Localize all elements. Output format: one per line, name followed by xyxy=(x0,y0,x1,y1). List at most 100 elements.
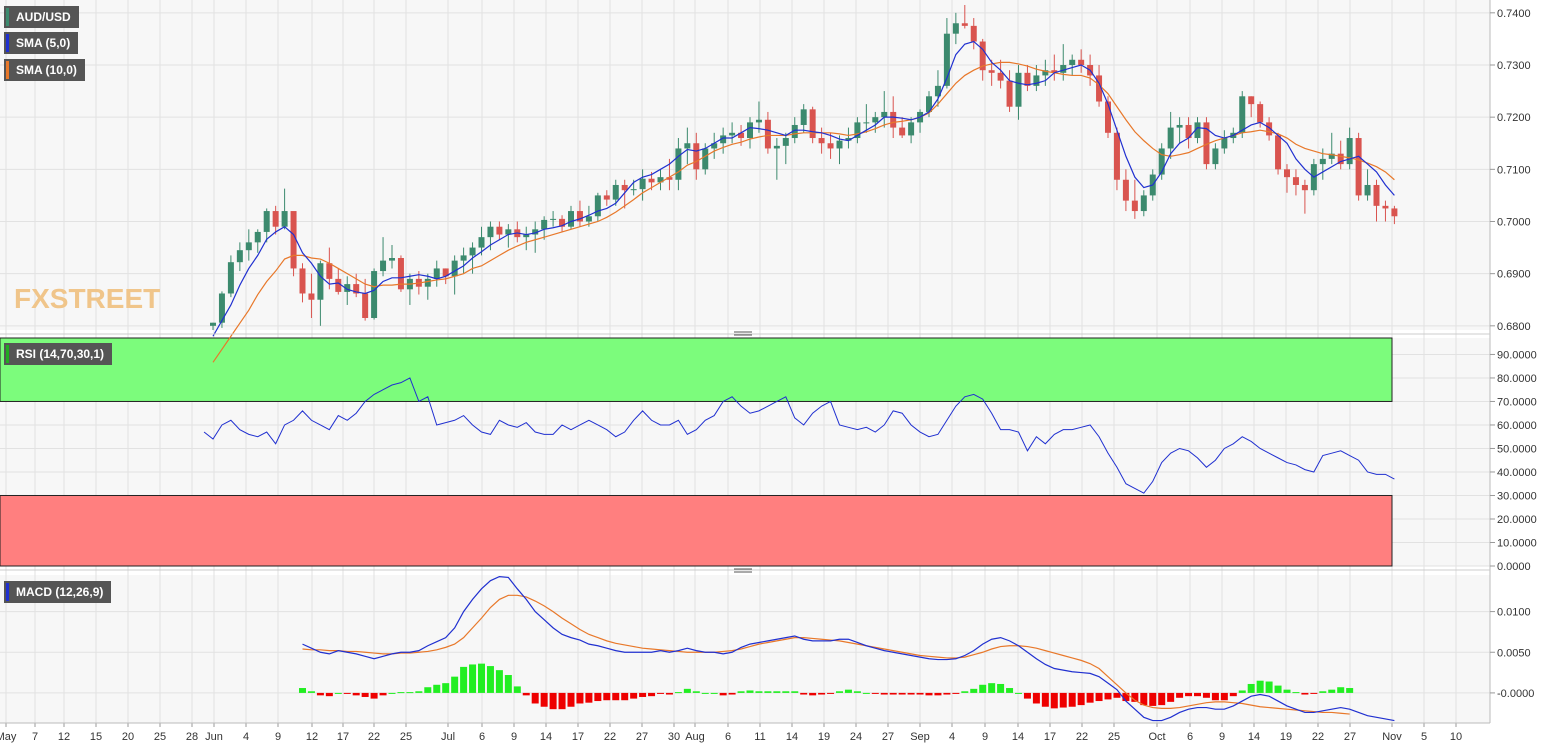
macd-histogram-bar xyxy=(844,689,852,693)
candle-body xyxy=(764,119,771,149)
macd-histogram-bar xyxy=(1229,692,1237,697)
macd-histogram-bar xyxy=(1023,692,1031,699)
candle-body xyxy=(809,109,816,139)
sma10-line xyxy=(212,61,1395,363)
legend-rsi[interactable]: RSI (14,70,30,1) xyxy=(4,343,113,365)
candle-body xyxy=(344,284,351,292)
macd-histogram-bar xyxy=(1176,692,1184,698)
macd-histogram-bar xyxy=(299,688,306,693)
candle-body xyxy=(899,127,906,136)
legend-macd[interactable]: MACD (12,26,9) xyxy=(4,581,112,603)
candle-body xyxy=(1221,138,1228,149)
candle-body xyxy=(988,70,995,73)
x-tick-label: 19 xyxy=(818,731,830,743)
candle-body xyxy=(1194,122,1201,139)
macd-histogram-bar xyxy=(719,692,727,696)
rsi-y-tick-label: 70.0000 xyxy=(1497,396,1537,408)
macd-swatch xyxy=(6,583,9,601)
rsi-y-tick-label: 20.0000 xyxy=(1497,514,1537,526)
x-tick-label: 4 xyxy=(949,731,955,743)
rsi-oversold-zone xyxy=(0,494,1393,567)
x-tick-label: 22 xyxy=(1076,731,1088,743)
candle-body xyxy=(890,111,897,128)
macd-histogram-bar xyxy=(558,692,566,710)
rsi-y-tick-label: 10.0000 xyxy=(1497,537,1537,549)
y-axes: 0.7400 0.7300 0.7200 0.7100 0.7000 0.6900 0.68… xyxy=(1489,0,1537,723)
candle-body xyxy=(782,138,789,146)
macd-histogram-bar xyxy=(397,692,405,694)
macd-histogram-bar xyxy=(1185,692,1193,697)
macd-histogram-bar xyxy=(307,691,315,693)
sma5-line xyxy=(212,40,1395,337)
macd-histogram-bar xyxy=(943,692,951,695)
candle-body xyxy=(576,211,583,222)
macd-histogram-bar xyxy=(433,684,441,693)
macd-histogram-bar xyxy=(1256,680,1264,693)
legend-sma5-text: SMA (5,0) xyxy=(16,36,71,50)
x-tick-label: 12 xyxy=(306,731,318,743)
macd-histogram-bar xyxy=(486,666,494,693)
macd-histogram-bar xyxy=(871,692,879,694)
candle-body xyxy=(308,293,315,300)
macd-histogram-bar xyxy=(1050,692,1058,709)
candle-body xyxy=(1015,72,1022,107)
macd-histogram-bar xyxy=(818,692,826,695)
candle-body xyxy=(1248,96,1255,105)
macd-histogram-bar xyxy=(1068,692,1076,707)
candle-body xyxy=(317,263,324,300)
macd-histogram-bar xyxy=(1086,692,1094,703)
candle-body xyxy=(1185,124,1192,139)
candle-body xyxy=(926,96,932,112)
macd-histogram-bar xyxy=(692,691,700,693)
macd-histogram-bar xyxy=(710,692,718,694)
legend-sma5[interactable]: SMA (5,0) xyxy=(4,32,79,54)
candle-body xyxy=(1033,75,1040,86)
candle-body xyxy=(1078,59,1085,65)
price-y-tick-label: 0.6800 xyxy=(1497,321,1531,333)
sma10-swatch xyxy=(6,61,9,79)
candle-body xyxy=(1042,70,1049,76)
macd-histogram-bar xyxy=(361,692,369,697)
macd-histogram-bar xyxy=(316,692,324,696)
macd-histogram-bar xyxy=(1167,692,1175,702)
candle-body xyxy=(711,143,718,149)
macd-histogram-bar xyxy=(1301,692,1309,695)
candle-body xyxy=(934,85,941,97)
macd-histogram-bar xyxy=(737,691,745,693)
rsi-swatch xyxy=(6,345,9,363)
candle-body xyxy=(854,122,861,139)
candle-body xyxy=(227,262,234,294)
candle-body xyxy=(559,218,566,227)
macd-histogram-bar xyxy=(961,691,969,693)
x-tick-label: 24 xyxy=(850,731,862,743)
macd-histogram-bar xyxy=(827,692,835,694)
candle-body xyxy=(747,122,753,139)
candle-body xyxy=(970,25,977,42)
macd-histogram-bar xyxy=(1194,692,1201,697)
x-tick-label: 4 xyxy=(243,731,249,743)
legend-symbol[interactable]: AUD/USD xyxy=(4,6,79,28)
macd-histogram-bar xyxy=(1077,692,1085,706)
macd-histogram-bar xyxy=(979,684,987,693)
rsi-overbought-zone xyxy=(0,337,1393,402)
macd-histogram-bar xyxy=(1032,692,1040,704)
candle-body xyxy=(1257,104,1264,123)
x-tick-label: 7 xyxy=(32,731,38,743)
candle-body xyxy=(362,293,369,319)
legend-sma10[interactable]: SMA (10,0) xyxy=(4,59,85,81)
x-tick-label: 17 xyxy=(337,731,349,743)
macd-histogram-bar xyxy=(630,692,638,699)
resize-handle-macd[interactable] xyxy=(734,568,752,573)
macd-panel-background xyxy=(0,575,1490,723)
x-tick-label: 11 xyxy=(754,731,765,743)
candle-body xyxy=(1069,59,1076,65)
legend-sma10-text: SMA (10,0) xyxy=(16,63,77,77)
macd-histogram-bar xyxy=(603,692,611,701)
resize-handle-rsi[interactable] xyxy=(734,331,752,336)
macd-histogram-bar xyxy=(970,688,978,693)
candle-body xyxy=(952,23,959,34)
macd-histogram-bar xyxy=(1247,683,1255,693)
candle-body xyxy=(326,263,333,279)
macd-histogram-bar xyxy=(576,692,584,704)
